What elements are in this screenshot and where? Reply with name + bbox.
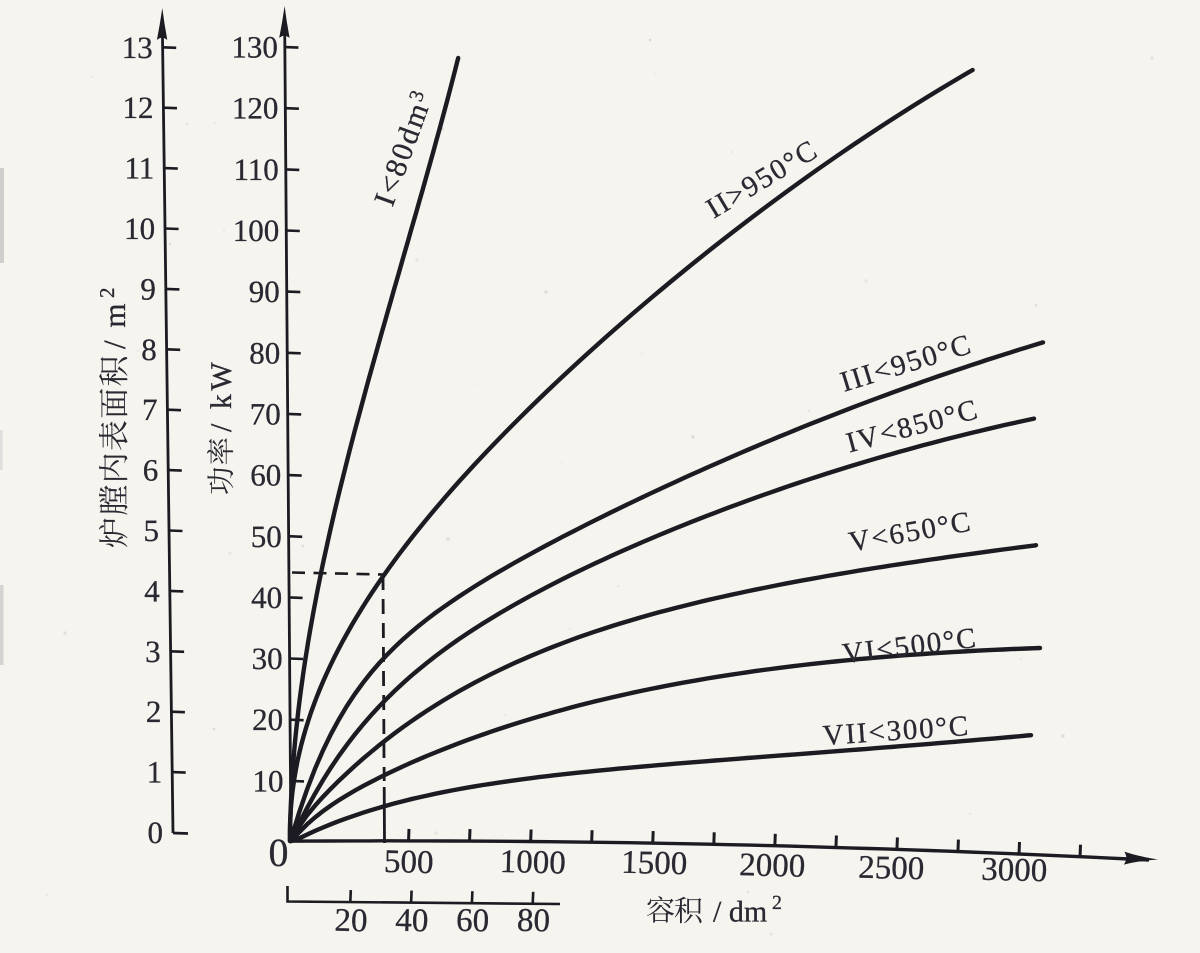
svg-text:20: 20	[252, 702, 283, 737]
svg-text:0: 0	[269, 830, 289, 875]
svg-text:60: 60	[250, 458, 281, 493]
svg-text:60: 60	[456, 903, 490, 940]
svg-text:6: 6	[143, 453, 159, 488]
svg-text:120: 120	[232, 91, 279, 126]
svg-text:/ m: / m	[97, 301, 132, 349]
svg-text:500: 500	[384, 844, 434, 881]
svg-text:130: 130	[231, 30, 278, 65]
svg-text:80: 80	[516, 903, 550, 940]
svg-text:110: 110	[233, 152, 278, 187]
svg-text:80: 80	[249, 335, 280, 370]
svg-text:70: 70	[250, 396, 281, 431]
svg-text:10: 10	[124, 211, 155, 246]
svg-text:8: 8	[141, 332, 157, 367]
svg-text:5: 5	[144, 513, 160, 548]
svg-text:50: 50	[251, 519, 282, 554]
svg-text:9: 9	[140, 271, 156, 306]
svg-text:1: 1	[147, 755, 163, 790]
svg-text:11: 11	[124, 151, 154, 186]
svg-text:3000: 3000	[981, 852, 1048, 890]
svg-text:30: 30	[252, 641, 283, 676]
svg-text:13: 13	[122, 30, 153, 65]
svg-text:/ kW: / kW	[205, 359, 238, 432]
svg-text:3: 3	[145, 634, 161, 669]
svg-text:40: 40	[395, 903, 429, 940]
svg-text:2000: 2000	[739, 847, 806, 885]
svg-text:7: 7	[142, 392, 158, 427]
svg-text:0: 0	[148, 815, 164, 850]
svg-text:10: 10	[253, 763, 284, 798]
svg-text:2: 2	[772, 892, 782, 914]
svg-text:20: 20	[334, 903, 368, 940]
svg-text:2500: 2500	[858, 850, 925, 888]
svg-text:90: 90	[249, 274, 280, 309]
svg-text:100: 100	[233, 213, 280, 248]
svg-text:40: 40	[251, 580, 282, 615]
svg-text:4: 4	[144, 573, 160, 608]
svg-text:1500: 1500	[621, 845, 688, 883]
svg-text:2: 2	[95, 288, 119, 299]
svg-text:/ dm: / dm	[713, 896, 767, 929]
svg-text:2: 2	[146, 694, 162, 729]
svg-text:1000: 1000	[499, 844, 566, 882]
svg-text:12: 12	[123, 90, 154, 125]
